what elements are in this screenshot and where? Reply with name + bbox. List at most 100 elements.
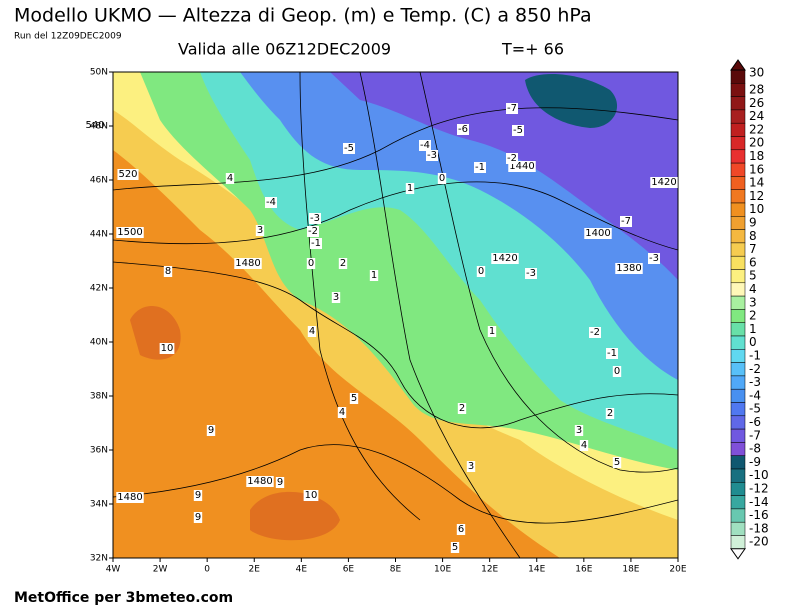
contour-label-box bbox=[343, 143, 355, 154]
contour-label-box bbox=[650, 177, 678, 188]
contour-label-box bbox=[307, 326, 317, 337]
contour-label: 1500 bbox=[117, 227, 142, 238]
colorbar-label: -18 bbox=[749, 521, 769, 535]
colorbar-label: -8 bbox=[749, 442, 761, 456]
contour-label-box bbox=[474, 162, 486, 173]
contour-label-box bbox=[525, 268, 537, 279]
contour-label-box bbox=[456, 524, 466, 535]
contour-label-box bbox=[303, 490, 319, 501]
colorbar-label: 24 bbox=[749, 109, 764, 123]
contour-label-box bbox=[337, 407, 347, 418]
contour-label: 8 bbox=[165, 266, 171, 277]
contour-label-box bbox=[589, 327, 601, 338]
contour-label: 4 bbox=[581, 440, 587, 451]
contour-label-box bbox=[450, 542, 460, 553]
colorbar-swatch bbox=[730, 535, 746, 550]
contour-label-box bbox=[84, 120, 106, 131]
colorbar-label: -20 bbox=[749, 535, 769, 549]
contour-label-box bbox=[419, 140, 431, 151]
colorbar-swatch bbox=[730, 176, 746, 190]
contour-label: -4 bbox=[420, 140, 430, 151]
contour-label-box bbox=[508, 161, 536, 172]
colorbar-swatch bbox=[730, 309, 746, 323]
contour-label: -1 bbox=[607, 348, 617, 359]
contour-label: -4 bbox=[266, 197, 276, 208]
colorbar-label: 0 bbox=[749, 335, 757, 349]
colorbar-label: 9 bbox=[749, 215, 757, 229]
x-tick-label: 14E bbox=[528, 565, 545, 575]
contour-label-box bbox=[457, 403, 467, 414]
colorbar-label: -2 bbox=[749, 362, 761, 376]
contour-label: 9 bbox=[277, 477, 283, 488]
y-tick-label: 42N bbox=[90, 284, 108, 294]
contour-label-box bbox=[512, 125, 524, 136]
contour-label-box bbox=[457, 124, 469, 135]
contour-label: 1400 bbox=[585, 228, 610, 239]
contour-label-box bbox=[369, 270, 379, 281]
contour-label: 5 bbox=[351, 393, 357, 404]
colorbar-label: 18 bbox=[749, 149, 764, 163]
colorbar-label: 12 bbox=[749, 189, 764, 203]
colorbar-swatch bbox=[730, 349, 746, 363]
x-tick-label: 6E bbox=[343, 565, 355, 575]
colorbar-swatch bbox=[730, 162, 746, 177]
colorbar-label: -4 bbox=[749, 388, 761, 402]
contour-label: 1440 bbox=[509, 161, 534, 172]
colorbar-label: 26 bbox=[749, 96, 764, 110]
contour-label-box bbox=[506, 153, 518, 164]
contour-label-box bbox=[612, 366, 622, 377]
colorbar-label: 22 bbox=[749, 122, 764, 136]
colorbar-swatch bbox=[730, 149, 746, 164]
contour-label-box bbox=[206, 425, 216, 436]
colorbar-swatch bbox=[730, 468, 746, 483]
colorbar-label: 4 bbox=[749, 282, 757, 296]
x-tick-label: 16E bbox=[575, 565, 592, 575]
contour-label-box bbox=[506, 103, 518, 114]
colorbar-swatch bbox=[730, 269, 746, 284]
contour-label: 10 bbox=[305, 490, 318, 501]
contour-label: -2 bbox=[308, 226, 318, 237]
colorbar-swatch bbox=[730, 202, 746, 217]
contour-label: -7 bbox=[507, 103, 517, 114]
x-tick-label: 18E bbox=[622, 565, 639, 575]
y-tick-label: 38N bbox=[90, 392, 108, 402]
colorbar-swatch bbox=[730, 96, 746, 111]
colorbar-swatch bbox=[730, 322, 746, 337]
contour-label-box bbox=[255, 225, 265, 236]
colorbar-label: -9 bbox=[749, 455, 761, 469]
colorbar-swatch bbox=[730, 442, 746, 456]
contour-label: 1420 bbox=[651, 177, 676, 188]
colorbar-label: 7 bbox=[749, 242, 757, 256]
contour-label: 1 bbox=[407, 183, 413, 194]
contour-label: -3 bbox=[526, 268, 536, 279]
contour-label-box bbox=[487, 326, 497, 337]
colorbar-label: -5 bbox=[749, 402, 761, 416]
contour-label-box bbox=[579, 440, 589, 451]
contour-label-box bbox=[476, 266, 486, 277]
contour-label: 0 bbox=[308, 258, 314, 269]
contour-label-box bbox=[466, 461, 476, 472]
colorbar-label: 16 bbox=[749, 162, 764, 176]
colorbar-label: -3 bbox=[749, 375, 761, 389]
contour-label: -3 bbox=[649, 253, 659, 264]
contour-label: 1380 bbox=[616, 263, 641, 274]
contour-label: -5 bbox=[513, 125, 523, 136]
colorbar-swatch bbox=[730, 295, 746, 310]
contour-label-box bbox=[163, 266, 173, 277]
y-tick-label: 46N bbox=[90, 176, 108, 186]
temperature-field bbox=[113, 72, 678, 558]
colorbar-swatch bbox=[730, 122, 746, 137]
contour-label: 5 bbox=[452, 542, 458, 553]
contour-label: -7 bbox=[621, 216, 631, 227]
colorbar-swatch bbox=[730, 455, 746, 470]
colorbar-label: 5 bbox=[749, 269, 757, 283]
contour-label-box bbox=[275, 477, 285, 488]
contour-label-box bbox=[193, 490, 203, 501]
y-tick-label: 40N bbox=[90, 338, 108, 348]
y-tick-label: 44N bbox=[90, 230, 108, 240]
x-tick-label: 10E bbox=[434, 565, 451, 575]
colorbar-swatch bbox=[730, 216, 746, 230]
run-info: Run del 12Z09DEC2009 bbox=[14, 32, 122, 42]
colorbar-label: 28 bbox=[749, 82, 764, 96]
